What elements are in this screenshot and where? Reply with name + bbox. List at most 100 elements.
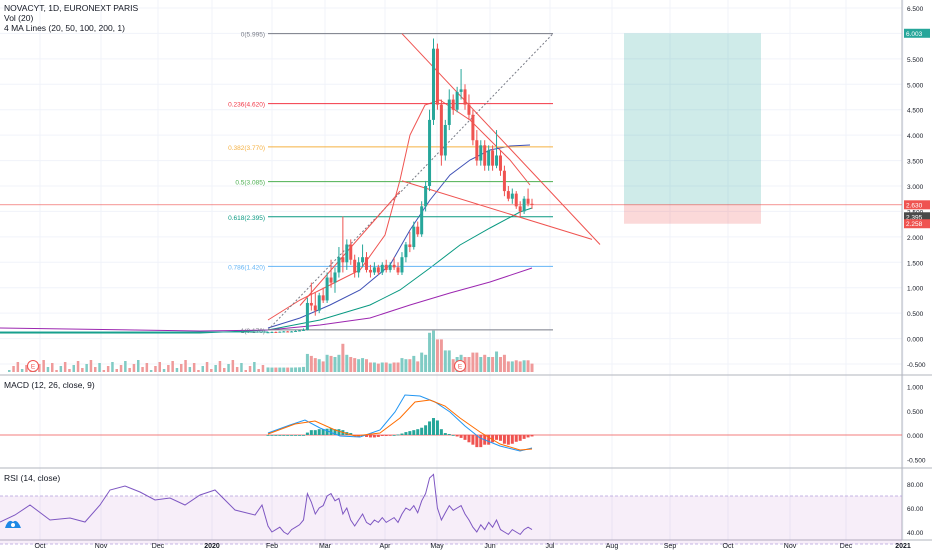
- price-axis-label-9: 2.000: [907, 235, 924, 242]
- macd-hist-5: [286, 435, 290, 436]
- time-axis-label-4: Feb: [266, 543, 278, 550]
- candle-body-36: [408, 244, 412, 248]
- volume-bar-9: [301, 366, 305, 372]
- candle-body-0: [266, 332, 270, 334]
- trend-lines[interactable]: [0, 33, 902, 306]
- volume-bar-early-55: [244, 370, 247, 372]
- macd-hist-34: [400, 433, 404, 435]
- macd-hist-42: [431, 418, 435, 435]
- rsi-pane: [0, 473, 902, 545]
- volume-bar-early-35: [158, 362, 161, 372]
- candle-body-12: [313, 305, 317, 311]
- volume-bar-2: [274, 367, 278, 372]
- macd-hist-10: [305, 432, 309, 435]
- volume-bar-25: [365, 359, 369, 372]
- time-axis-label-13: Nov: [784, 543, 797, 550]
- volume-bar-55: [483, 354, 487, 372]
- volume-bar-early-58: [257, 369, 260, 372]
- volume-bar-early-53: [235, 367, 239, 372]
- price-axis-label-2: 5.500: [907, 57, 924, 64]
- candle-body-58: [495, 155, 499, 166]
- price-tag-0: 6.003: [906, 31, 923, 38]
- volume-bar-early-26: [119, 365, 123, 372]
- price-axis[interactable]: 6.5006.0005.5005.0004.5004.0003.5003.000…: [907, 6, 926, 537]
- candle-body-61: [506, 191, 510, 199]
- macd-title[interactable]: MACD (12, 26, close, 9): [4, 380, 95, 390]
- macd-hist-65: [522, 435, 526, 439]
- candle-body-38: [416, 226, 420, 235]
- volume-bar-8: [298, 367, 302, 372]
- volume-bar-45: [443, 350, 447, 372]
- volume-bar-early-25: [115, 369, 118, 372]
- volume-bar-23: [357, 359, 361, 372]
- position-loss-zone[interactable]: [624, 204, 761, 224]
- ma-line-0: [267, 99, 531, 321]
- candle-body-37: [412, 226, 416, 248]
- candle-body-30: [384, 264, 388, 270]
- price-tag-1: 2.630: [906, 202, 923, 209]
- macd-hist-53: [475, 435, 479, 448]
- volume-bar-62: [510, 361, 514, 372]
- volume-bar-19: [341, 343, 345, 372]
- symbol-title[interactable]: NOVACYT, 1D, EURONEXT PARIS: [4, 3, 139, 13]
- macd-hist-30: [384, 435, 388, 436]
- price-tag-bg-2: [904, 212, 930, 222]
- volume-legend[interactable]: Vol (20): [4, 13, 34, 23]
- fib-diagonal: [267, 33, 554, 331]
- earnings-marker-circle-0: [27, 360, 39, 372]
- candle-body-57: [491, 150, 495, 166]
- macd-hist-18: [337, 429, 341, 435]
- volume-bar-28: [376, 363, 380, 372]
- macd-hist-15: [325, 428, 329, 435]
- main-legend: NOVACYT, 1D, EURONEXT PARIS Vol (20) 4 M…: [4, 3, 138, 33]
- rsi-line: [0, 473, 533, 536]
- time-axis[interactable]: Oct Nov Dec 2020 Feb Mar Apr May Jun Jul Aug Sep Oct…: [35, 543, 911, 550]
- time-axis-label-6: Apr: [380, 543, 392, 550]
- fib-label-5: 0.786(1.420): [228, 264, 265, 271]
- macd-line: [267, 394, 533, 452]
- volume-bar-29: [380, 362, 384, 372]
- macd-hist-41: [428, 421, 432, 435]
- fib-label-6: 1(0.170): [241, 328, 265, 335]
- volume-bar-21: [349, 357, 353, 372]
- volume-bar-60: [502, 354, 506, 372]
- candle-body-59: [498, 155, 502, 171]
- volume-bar-early-54: [240, 363, 243, 372]
- fib-label-0: 0(5.995): [241, 32, 265, 39]
- trendline-upper: [401, 33, 601, 245]
- volume-bar-53: [475, 352, 479, 372]
- volume-bar-3: [278, 367, 282, 372]
- volume-bar-44: [439, 339, 443, 372]
- candle-body-31: [388, 264, 392, 270]
- rsi-title[interactable]: RSI (14, close): [4, 473, 61, 483]
- macd-axis-label-3: -0.500: [907, 457, 926, 464]
- position-profit-zone[interactable]: [624, 33, 761, 205]
- candle-body-63: [514, 193, 518, 207]
- fib-retracement[interactable]: 0(5.995) 0.236(4.620) 0.382(3.770) 0.5(3.08…: [228, 32, 554, 335]
- volume-bar-early-27: [124, 361, 127, 372]
- candle-body-18: [337, 257, 341, 273]
- volume-bar-early-9: [46, 367, 50, 372]
- price-axis-label-4: 4.500: [907, 108, 924, 115]
- macd-hist-21: [349, 433, 353, 435]
- volume-bar-61: [506, 361, 510, 372]
- macd-hist-44: [439, 429, 443, 435]
- ma-legend[interactable]: 4 MA Lines (20, 50, 100, 200, 1): [4, 23, 125, 33]
- price-axis-label-14: -0.500: [907, 362, 926, 369]
- candle-body-1: [270, 331, 274, 333]
- volume-bar-early-10: [51, 363, 54, 372]
- ma-line-1: [267, 144, 531, 329]
- macd-hist-7: [294, 435, 298, 436]
- rsi-legend: RSI (14, close): [4, 473, 60, 483]
- volume-bar-early-36: [162, 369, 166, 372]
- volume-bar-early-20: [94, 367, 97, 372]
- macd-hist-64: [518, 435, 522, 441]
- candle-body-56: [487, 150, 491, 166]
- macd-hist-62: [510, 435, 514, 444]
- candle-body-6: [290, 331, 294, 333]
- price-axis-label-0: 6.500: [907, 6, 924, 13]
- candle-body-2: [274, 331, 278, 333]
- macd-hist-52: [471, 435, 475, 445]
